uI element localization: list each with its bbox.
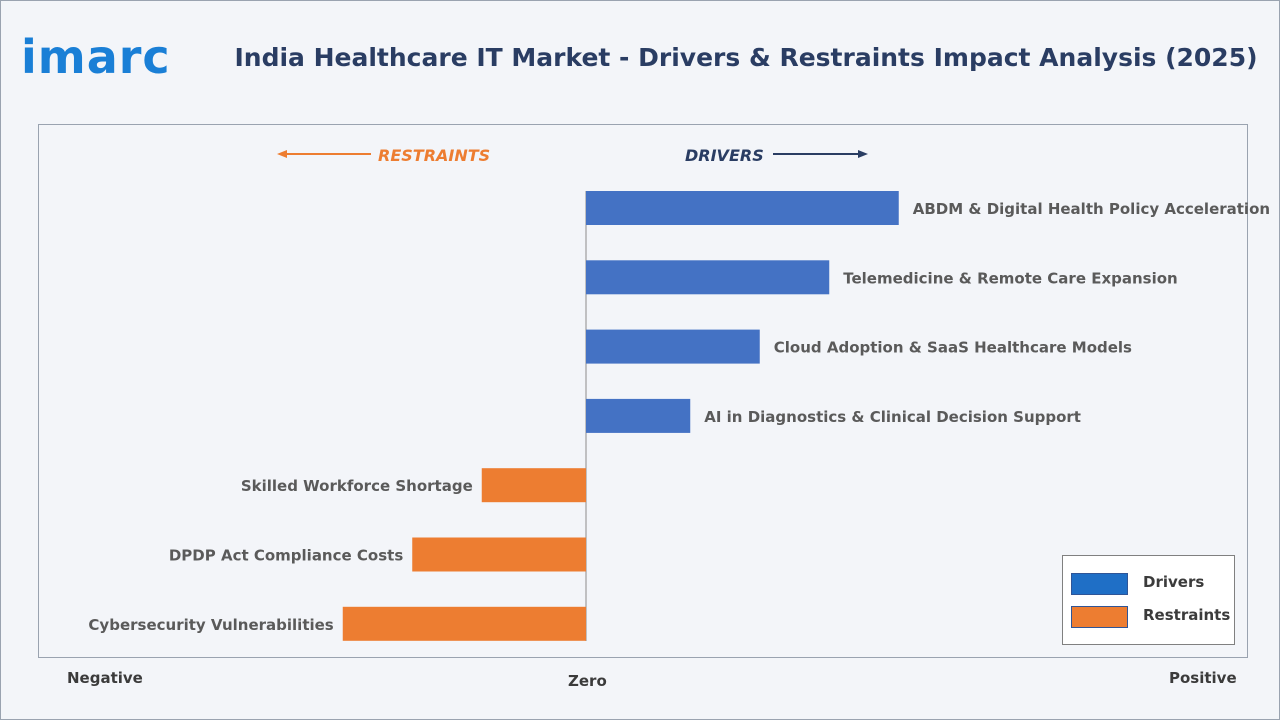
legend-label-drivers: Drivers [1143, 573, 1205, 591]
bar-drivers-0 [586, 191, 899, 225]
bar-drivers-2 [586, 329, 760, 364]
legend-label-restraints: Restraints [1143, 606, 1231, 624]
category-label-2: Cloud Adoption & SaaS Healthcare Models [774, 339, 1132, 357]
restraints-direction-label: RESTRAINTS [378, 146, 490, 165]
category-label-0: ABDM & Digital Health Policy Acceleratio… [913, 200, 1270, 218]
category-label-1: Telemedicine & Remote Care Expansion [843, 269, 1177, 287]
axis-label-negative: Negative [67, 669, 143, 687]
legend-item-drivers: Drivers [1071, 571, 1231, 595]
legend-swatch-restraints [1071, 606, 1128, 628]
bar-drivers-1 [586, 260, 830, 295]
axis-label-zero: Zero [568, 672, 607, 690]
bar-restraints-6 [342, 606, 586, 641]
bar-drivers-3 [586, 398, 691, 433]
category-label-4: Skilled Workforce Shortage [241, 477, 473, 495]
logo-text: imarc [21, 30, 171, 84]
bar-restraints-5 [412, 537, 586, 572]
category-label-6: Cybersecurity Vulnerabilities [88, 616, 333, 634]
legend-swatch-drivers [1071, 573, 1128, 595]
drivers-arrow-head [858, 150, 868, 158]
imarc-logo: imarc [21, 29, 211, 85]
category-label-3: AI in Diagnostics & Clinical Decision Su… [704, 408, 1081, 426]
drivers-direction-label: DRIVERS [685, 146, 764, 165]
chart-title: India Healthcare IT Market - Drivers & R… [234, 43, 1258, 72]
legend: Drivers Restraints [1062, 555, 1235, 645]
bar-restraints-4 [481, 468, 586, 503]
axis-label-positive: Positive [1169, 669, 1237, 687]
category-label-5: DPDP Act Compliance Costs [169, 547, 403, 565]
restraints-arrow-head [277, 150, 287, 158]
legend-item-restraints: Restraints [1071, 604, 1231, 628]
